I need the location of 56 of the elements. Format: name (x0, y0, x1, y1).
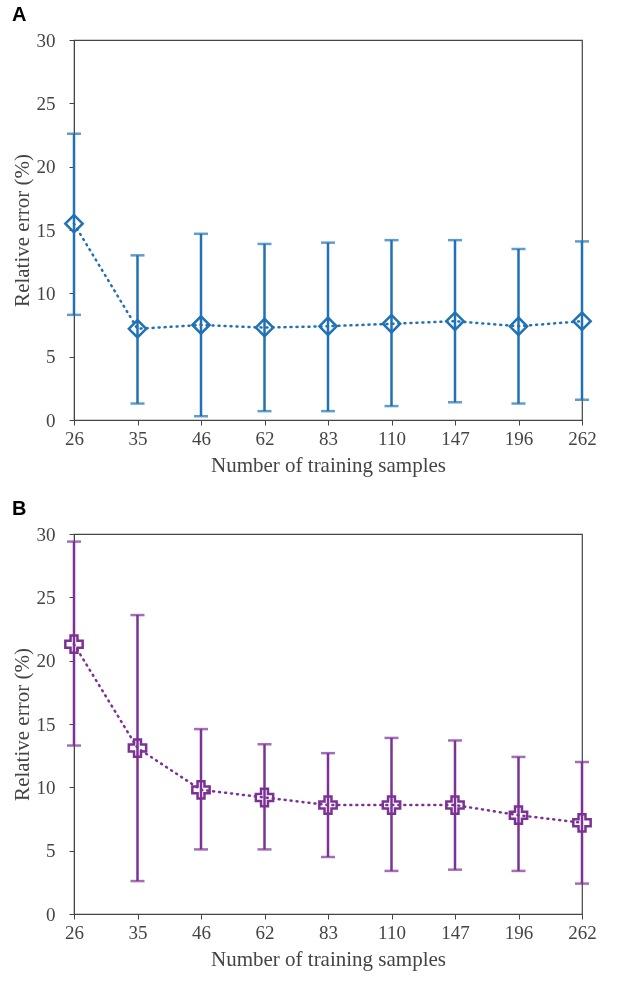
point (508, 316, 529, 337)
y-axis-title: Relative error (%) (9, 648, 34, 801)
point (64, 213, 84, 234)
y-tick-label: 10 (36, 282, 56, 304)
point (318, 316, 338, 337)
x-tick-label: 196 (504, 921, 534, 943)
y-tick-label: 0 (46, 903, 56, 925)
x-tick-label: 196 (504, 427, 534, 449)
point (254, 787, 275, 808)
x-axis-title: Number of training samples (210, 946, 447, 971)
y-tick-label: 5 (46, 840, 56, 862)
y-tick-label: 30 (36, 523, 56, 545)
y-axis-title: Relative error (%) (9, 154, 34, 307)
x-tick-label: 147 (441, 427, 470, 449)
y-tick-label: 25 (36, 92, 56, 114)
y-tick-label: 20 (36, 650, 56, 672)
x-tick-label: 262 (568, 427, 597, 449)
y-tick-label: 15 (36, 219, 56, 241)
x-tick-label: 46 (192, 427, 211, 449)
point (191, 315, 211, 335)
x-tick-label: 26 (65, 921, 84, 943)
point (508, 805, 529, 826)
x-tick-label: 147 (441, 921, 470, 943)
y-tick-label: 15 (36, 713, 56, 735)
y-tick-label: 10 (36, 776, 56, 798)
x-tick-label: 62 (255, 921, 275, 943)
x-tick-label: 26 (65, 427, 84, 449)
y-tick-label: 0 (46, 409, 56, 431)
point (572, 812, 592, 833)
point (381, 313, 402, 334)
point (254, 317, 275, 338)
x-tick-label: 83 (319, 921, 338, 943)
y-tick-label: 5 (46, 346, 56, 368)
chart-title: B (12, 497, 27, 519)
x-tick-label: 110 (378, 921, 406, 943)
point (64, 634, 84, 655)
point (381, 795, 402, 815)
point (318, 795, 338, 815)
point (127, 738, 148, 758)
y-tick-label: 25 (36, 586, 56, 608)
x-axis-title: Number of training samples (210, 452, 447, 477)
point (445, 311, 465, 332)
point (127, 318, 148, 339)
x-tick-label: 62 (255, 427, 275, 449)
point (445, 795, 465, 815)
y-tick-label: 20 (36, 156, 56, 178)
point (191, 779, 211, 800)
x-tick-label: 35 (128, 427, 148, 449)
y-tick-label: 30 (36, 29, 56, 51)
x-tick-label: 262 (568, 921, 597, 943)
point (572, 311, 592, 332)
x-tick-label: 46 (192, 921, 211, 943)
x-tick-label: 35 (128, 921, 148, 943)
x-tick-label: 110 (378, 427, 406, 449)
chart-title: A (12, 3, 27, 25)
x-tick-label: 83 (319, 427, 338, 449)
